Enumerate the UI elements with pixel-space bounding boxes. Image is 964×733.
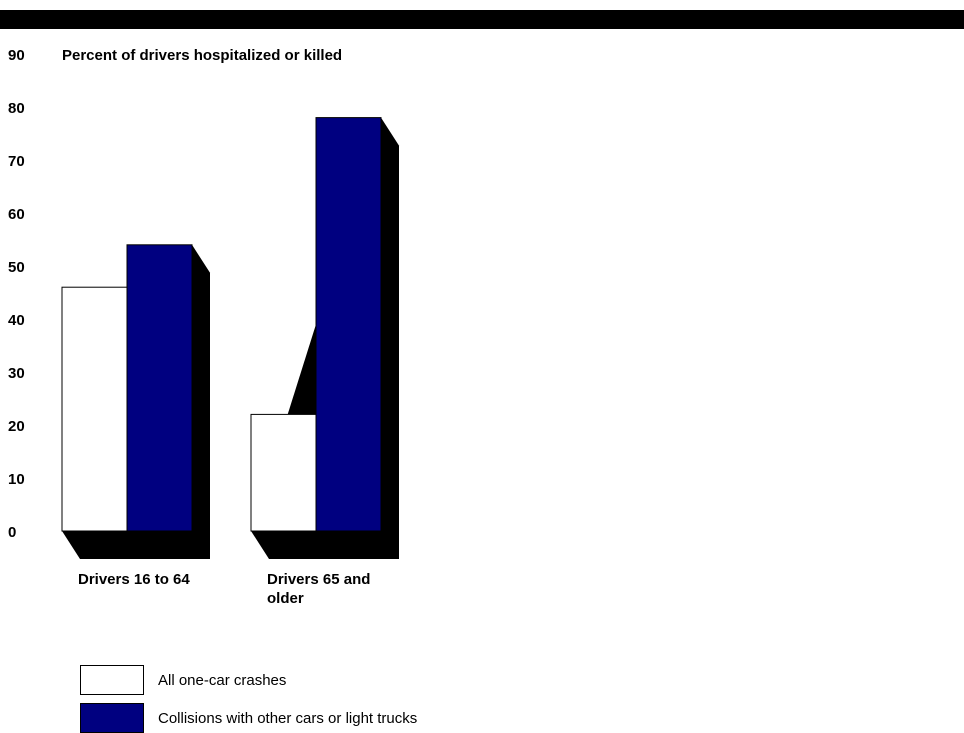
top-rule (0, 10, 964, 29)
legend-item-collisions: Collisions with other cars or light truc… (80, 703, 417, 733)
x-category-label: Drivers 65 and (267, 571, 370, 588)
x-category-label: Drivers 16 to 64 (78, 571, 190, 588)
y-tick-label: 90 (8, 47, 25, 64)
legend-swatch-one-car (80, 665, 144, 695)
y-axis-label: Percent of drivers hospitalized or kille… (62, 47, 343, 64)
y-tick-label: 50 (8, 259, 25, 276)
legend-label-collisions: Collisions with other cars or light truc… (158, 709, 418, 727)
legend-item-one-car: All one-car crashes (80, 665, 286, 695)
legend-swatch-collisions (80, 703, 144, 733)
y-tick-label: 80 (8, 100, 25, 117)
y-tick-label: 60 (8, 206, 25, 223)
y-tick-label: 40 (8, 312, 25, 329)
y-tick-label: 0 (8, 524, 16, 541)
bar-collisions (126, 244, 193, 532)
legend-label-one-car: All one-car crashes (158, 671, 287, 689)
x-category-label: older (267, 590, 304, 607)
y-tick-label: 20 (8, 418, 25, 435)
y-tick-label: 10 (8, 471, 25, 488)
bar-one-car (250, 413, 317, 532)
bar-chart: 0 10 20 30 40 50 60 70 80 90 Drivers 16 to 64 Drive… (8, 47, 399, 607)
bar-one-car (61, 286, 128, 532)
y-tick-label: 30 (8, 365, 25, 382)
y-tick-label: 70 (8, 153, 25, 170)
bar-collisions (315, 117, 382, 532)
